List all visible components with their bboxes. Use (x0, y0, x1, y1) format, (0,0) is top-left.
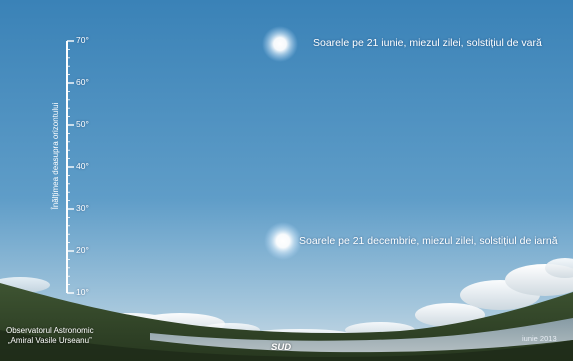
date-label: iunie 2013 (522, 334, 557, 343)
tick-label: 30° (76, 203, 89, 213)
sun-summer-glow (262, 26, 298, 62)
sun-winter-label: Soarele pe 21 decembrie, miezul zilei, s… (299, 235, 558, 247)
tick-label: 60° (76, 77, 89, 87)
lake (150, 318, 573, 353)
tick-label: 70° (76, 35, 89, 45)
observatory-line1: Observatorul Astronomic (6, 326, 94, 335)
altitude-scale (66, 40, 74, 294)
observatory-line2: „Amiral Vasile Urseanu” (7, 336, 92, 345)
tick-label: 10° (76, 287, 89, 297)
tick-label: 40° (76, 161, 89, 171)
tick-label: 20° (76, 245, 89, 255)
direction-label: SUD (271, 342, 292, 353)
observatory-credit: Observatorul Astronomic „Amiral Vasile U… (6, 326, 94, 346)
sun-summer-label: Soarele pe 21 iunie, miezul zilei, solst… (313, 37, 542, 49)
sun-winter-glow (264, 222, 302, 260)
altitude-axis-title: Înălțimea deasupra orizontului (51, 102, 60, 210)
tick-label: 50° (76, 119, 89, 129)
